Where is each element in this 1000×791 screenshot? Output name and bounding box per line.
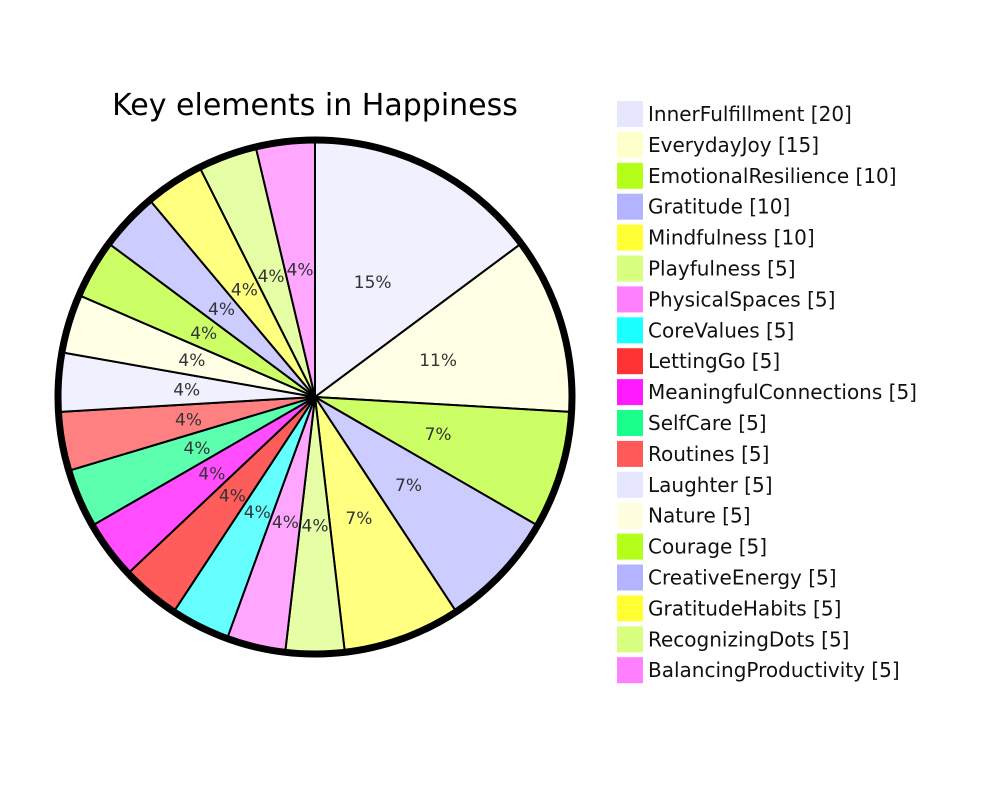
slice-percent-label: 4% (175, 410, 202, 430)
legend-swatch (617, 255, 643, 282)
slice-percent-label: 11% (419, 351, 457, 371)
legend-entry: MeaningfulConnections [5] (648, 380, 917, 404)
slice-percent-label: 4% (287, 260, 314, 280)
slice-percent-label: 4% (198, 465, 225, 485)
legend-swatch (617, 224, 643, 251)
legend-swatch (617, 533, 643, 560)
percent-labels: 15%11%7%7%7%4%4%4%4%4%4%4%4%4%4%4%4%4% 4% (173, 260, 457, 536)
legend-swatch (617, 162, 643, 189)
slice-percent-label: 4% (302, 517, 329, 537)
legend-swatch (617, 471, 643, 498)
slice-percent-label: 7% (345, 509, 372, 529)
pie-outline (54, 136, 576, 658)
legend-entry: Gratitude [10] (648, 195, 790, 219)
legend-swatch (617, 440, 643, 467)
slice-percent-label: 4% (272, 513, 299, 533)
legend-swatch (617, 286, 643, 313)
legend-swatch (617, 564, 643, 591)
legend-swatch (617, 131, 643, 158)
legend-entry: EmotionalResilience [10] (648, 164, 897, 188)
legend-entry: LettingGo [5] (648, 349, 780, 373)
legend-swatch (617, 101, 643, 127)
legend-swatch (617, 410, 643, 436)
legend-swatch (617, 379, 643, 406)
legend-swatch (617, 657, 643, 684)
slice-percent-label: 15% (354, 273, 392, 293)
legend-swatch (617, 595, 643, 622)
slice-percent-label: 4% (184, 439, 211, 459)
legend-entry: PhysicalSpaces [5] (648, 287, 835, 311)
legend-entry: Nature [5] (648, 504, 751, 528)
legend-entry: InnerFulfillment [20] (648, 102, 852, 126)
legend-entry: CreativeEnergy [5] (648, 566, 837, 590)
slice-percent-label: 4% (231, 281, 258, 301)
legend-entry: BalancingProductivity [5] (648, 658, 900, 682)
legend-entry: Mindfulness [10] (648, 226, 815, 250)
legend-entry: EverydayJoy [15] (648, 133, 819, 157)
slice-percent-label: 4% (208, 300, 235, 320)
chart-title: Key elements in Happiness (112, 88, 518, 123)
slice-percent-label: 4% (190, 324, 217, 344)
legend-entry: SelfCare [5] (648, 411, 767, 435)
legend-swatch (617, 348, 643, 375)
legend-entry: Laughter [5] (648, 473, 773, 497)
legend-swatch (617, 193, 643, 220)
slice-percent-label: 4% (219, 486, 246, 506)
legend-entry: CoreValues [5] (648, 318, 794, 342)
legend-swatch (617, 317, 643, 344)
legend: InnerFulfillment [20] EverydayJoy [15] Emo… (617, 101, 917, 684)
slice-percent-label: 4% (173, 381, 200, 401)
legend-swatch (617, 502, 643, 529)
legend-swatch (617, 626, 643, 653)
slice-percent-label: 7% (425, 425, 452, 445)
slice-percent-label: 4% (258, 267, 285, 287)
legend-entry: Courage [5] (648, 535, 767, 559)
slice-percent-label: 4% (178, 351, 205, 371)
legend-entry: GratitudeHabits [5] (648, 596, 841, 620)
slice-percent-label: 7% (395, 476, 422, 496)
slice-percent-label: 4% (244, 503, 271, 523)
legend-entry: Playfulness [5] (648, 257, 796, 281)
legend-entry: RecognizingDots [5] (648, 627, 849, 651)
legend-entry: Routines [5] (648, 442, 769, 466)
